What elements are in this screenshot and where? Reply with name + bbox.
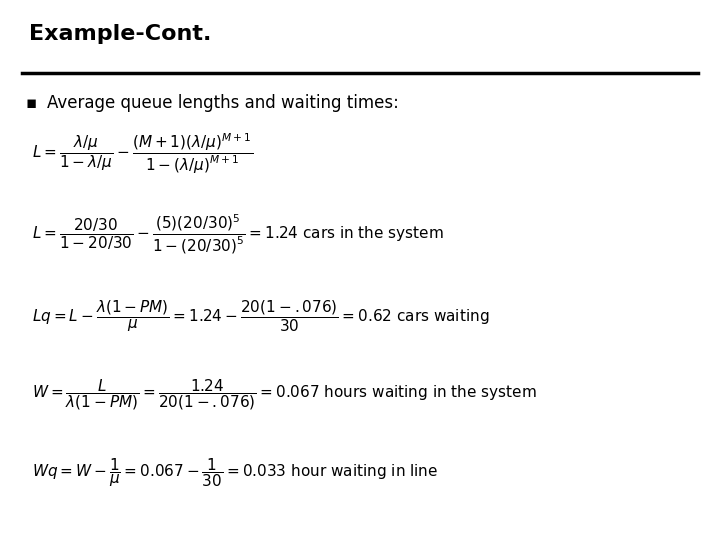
Text: $L=\dfrac{\lambda/\mu}{1-\lambda/\mu} - \dfrac{(M+1)(\lambda/\mu)^{M+1}}{1-(\lam: $L=\dfrac{\lambda/\mu}{1-\lambda/\mu} - … — [32, 132, 253, 176]
Text: ▪: ▪ — [25, 94, 37, 112]
Text: $Wq = W-\dfrac{1}{\mu} = 0.067-\dfrac{1}{30} = 0.033$ hour waiting in line: $Wq = W-\dfrac{1}{\mu} = 0.067-\dfrac{1}… — [32, 456, 438, 489]
Text: $L=\dfrac{20/30}{1-20/30} - \dfrac{(5)(20/30)^5}{1-(20/30)^5} = 1.24$ cars in th: $L=\dfrac{20/30}{1-20/30} - \dfrac{(5)(2… — [32, 213, 444, 256]
Text: Average queue lengths and waiting times:: Average queue lengths and waiting times: — [47, 94, 399, 112]
Text: $Lq = L-\dfrac{\lambda(1-PM)}{\mu} =1.24-\dfrac{20(1-.076)}{30} = 0.62$ cars wai: $Lq = L-\dfrac{\lambda(1-PM)}{\mu} =1.24… — [32, 298, 490, 334]
Text: $W = \dfrac{L}{\lambda(1-PM)} = \dfrac{1.24}{20(1-.076)} = 0.067$ hours waiting : $W = \dfrac{L}{\lambda(1-PM)} = \dfrac{1… — [32, 377, 537, 411]
Text: Example-Cont.: Example-Cont. — [29, 24, 211, 44]
